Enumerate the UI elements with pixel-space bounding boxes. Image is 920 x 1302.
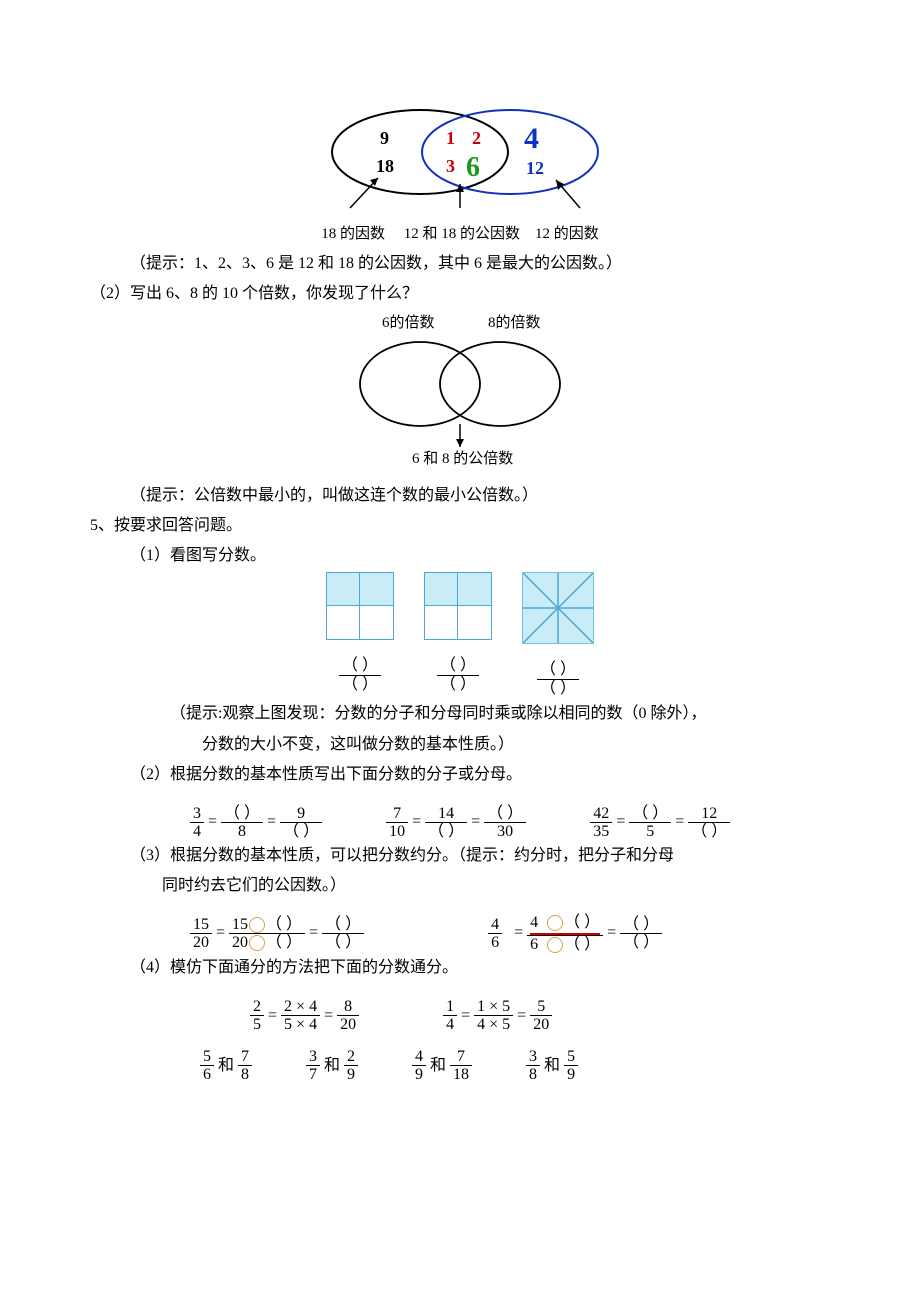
venn2-bottom: 6 和 8 的公倍数: [412, 450, 513, 467]
venn1-label-mid: 12 和 18 的公因数: [404, 226, 520, 242]
eq-row-4a: 25 = 2 × 45 × 4 = 820 14 = 1 × 54 × 5 = …: [90, 992, 830, 1034]
hint1: （提示：1、2、3、6 是 12 和 18 的公因数，其中 6 是最大的公因数。…: [90, 249, 830, 279]
venn-factors: 9 18 1 2 3 6 4 12: [300, 100, 620, 220]
hint3a: （提示:观察上图发现：分数的分子和分母同时乘或除以相同的数（0 除外），: [90, 699, 830, 729]
venn1-c1: 1: [446, 128, 455, 148]
venn-multiples: 6的倍数 8的倍数 6 和 8 的公倍数: [320, 309, 600, 469]
q5-1: （1）看图写分数。: [90, 541, 830, 571]
venn1-c2: 2: [472, 128, 481, 148]
eq-row-3: 1520 = 15（ ） 20（ ） = （ ）（ ） 46 = 4 （ ） 6…: [90, 910, 830, 954]
venn1-r4: 4: [524, 122, 539, 155]
venn1-c6: 6: [466, 152, 480, 183]
venn1-left-9: 9: [380, 128, 389, 148]
venn2-left: 6的倍数: [382, 314, 435, 331]
venn1-label-right: 12 的因数: [535, 226, 599, 242]
venn1-label-left: 18 的因数: [321, 226, 385, 242]
eq-row-2: 34 = （ ）8 = 9（ ） 710 = 14（ ） = （ ）30 423…: [90, 799, 830, 841]
venn1-left-18: 18: [376, 156, 394, 176]
venn2-right: 8的倍数: [488, 314, 541, 331]
shape-diag: [522, 572, 594, 644]
hint3b: 分数的大小不变，这叫做分数的基本性质。）: [90, 730, 830, 760]
q5-2: （2）根据分数的基本性质写出下面分数的分子或分母。: [90, 760, 830, 790]
q5: 5、按要求回答问题。: [90, 511, 830, 541]
venn1-c3: 3: [446, 156, 455, 176]
q5-4: （4）模仿下面通分的方法把下面的分数通分。: [90, 953, 830, 983]
venn1-r12: 12: [526, 158, 544, 178]
fraction-shapes: （ ）（ ） （ ）（ ） （ ）（ ）: [90, 572, 830, 698]
eq-row-4b: 56 和 78 37 和 29 49 和 718 38 和 59: [90, 1042, 830, 1084]
q5-3: （3）根据分数的基本性质，可以把分数约分。（提示：约分时，把分子和分母: [90, 841, 830, 871]
q5-3b: 同时约去它们的公因数。）: [90, 871, 830, 901]
hint2: （提示：公倍数中最小的，叫做这连个数的最小公倍数。）: [90, 481, 830, 511]
q2: （2）写出 6、8 的 10 个倍数，你发现了什么？: [90, 279, 830, 309]
